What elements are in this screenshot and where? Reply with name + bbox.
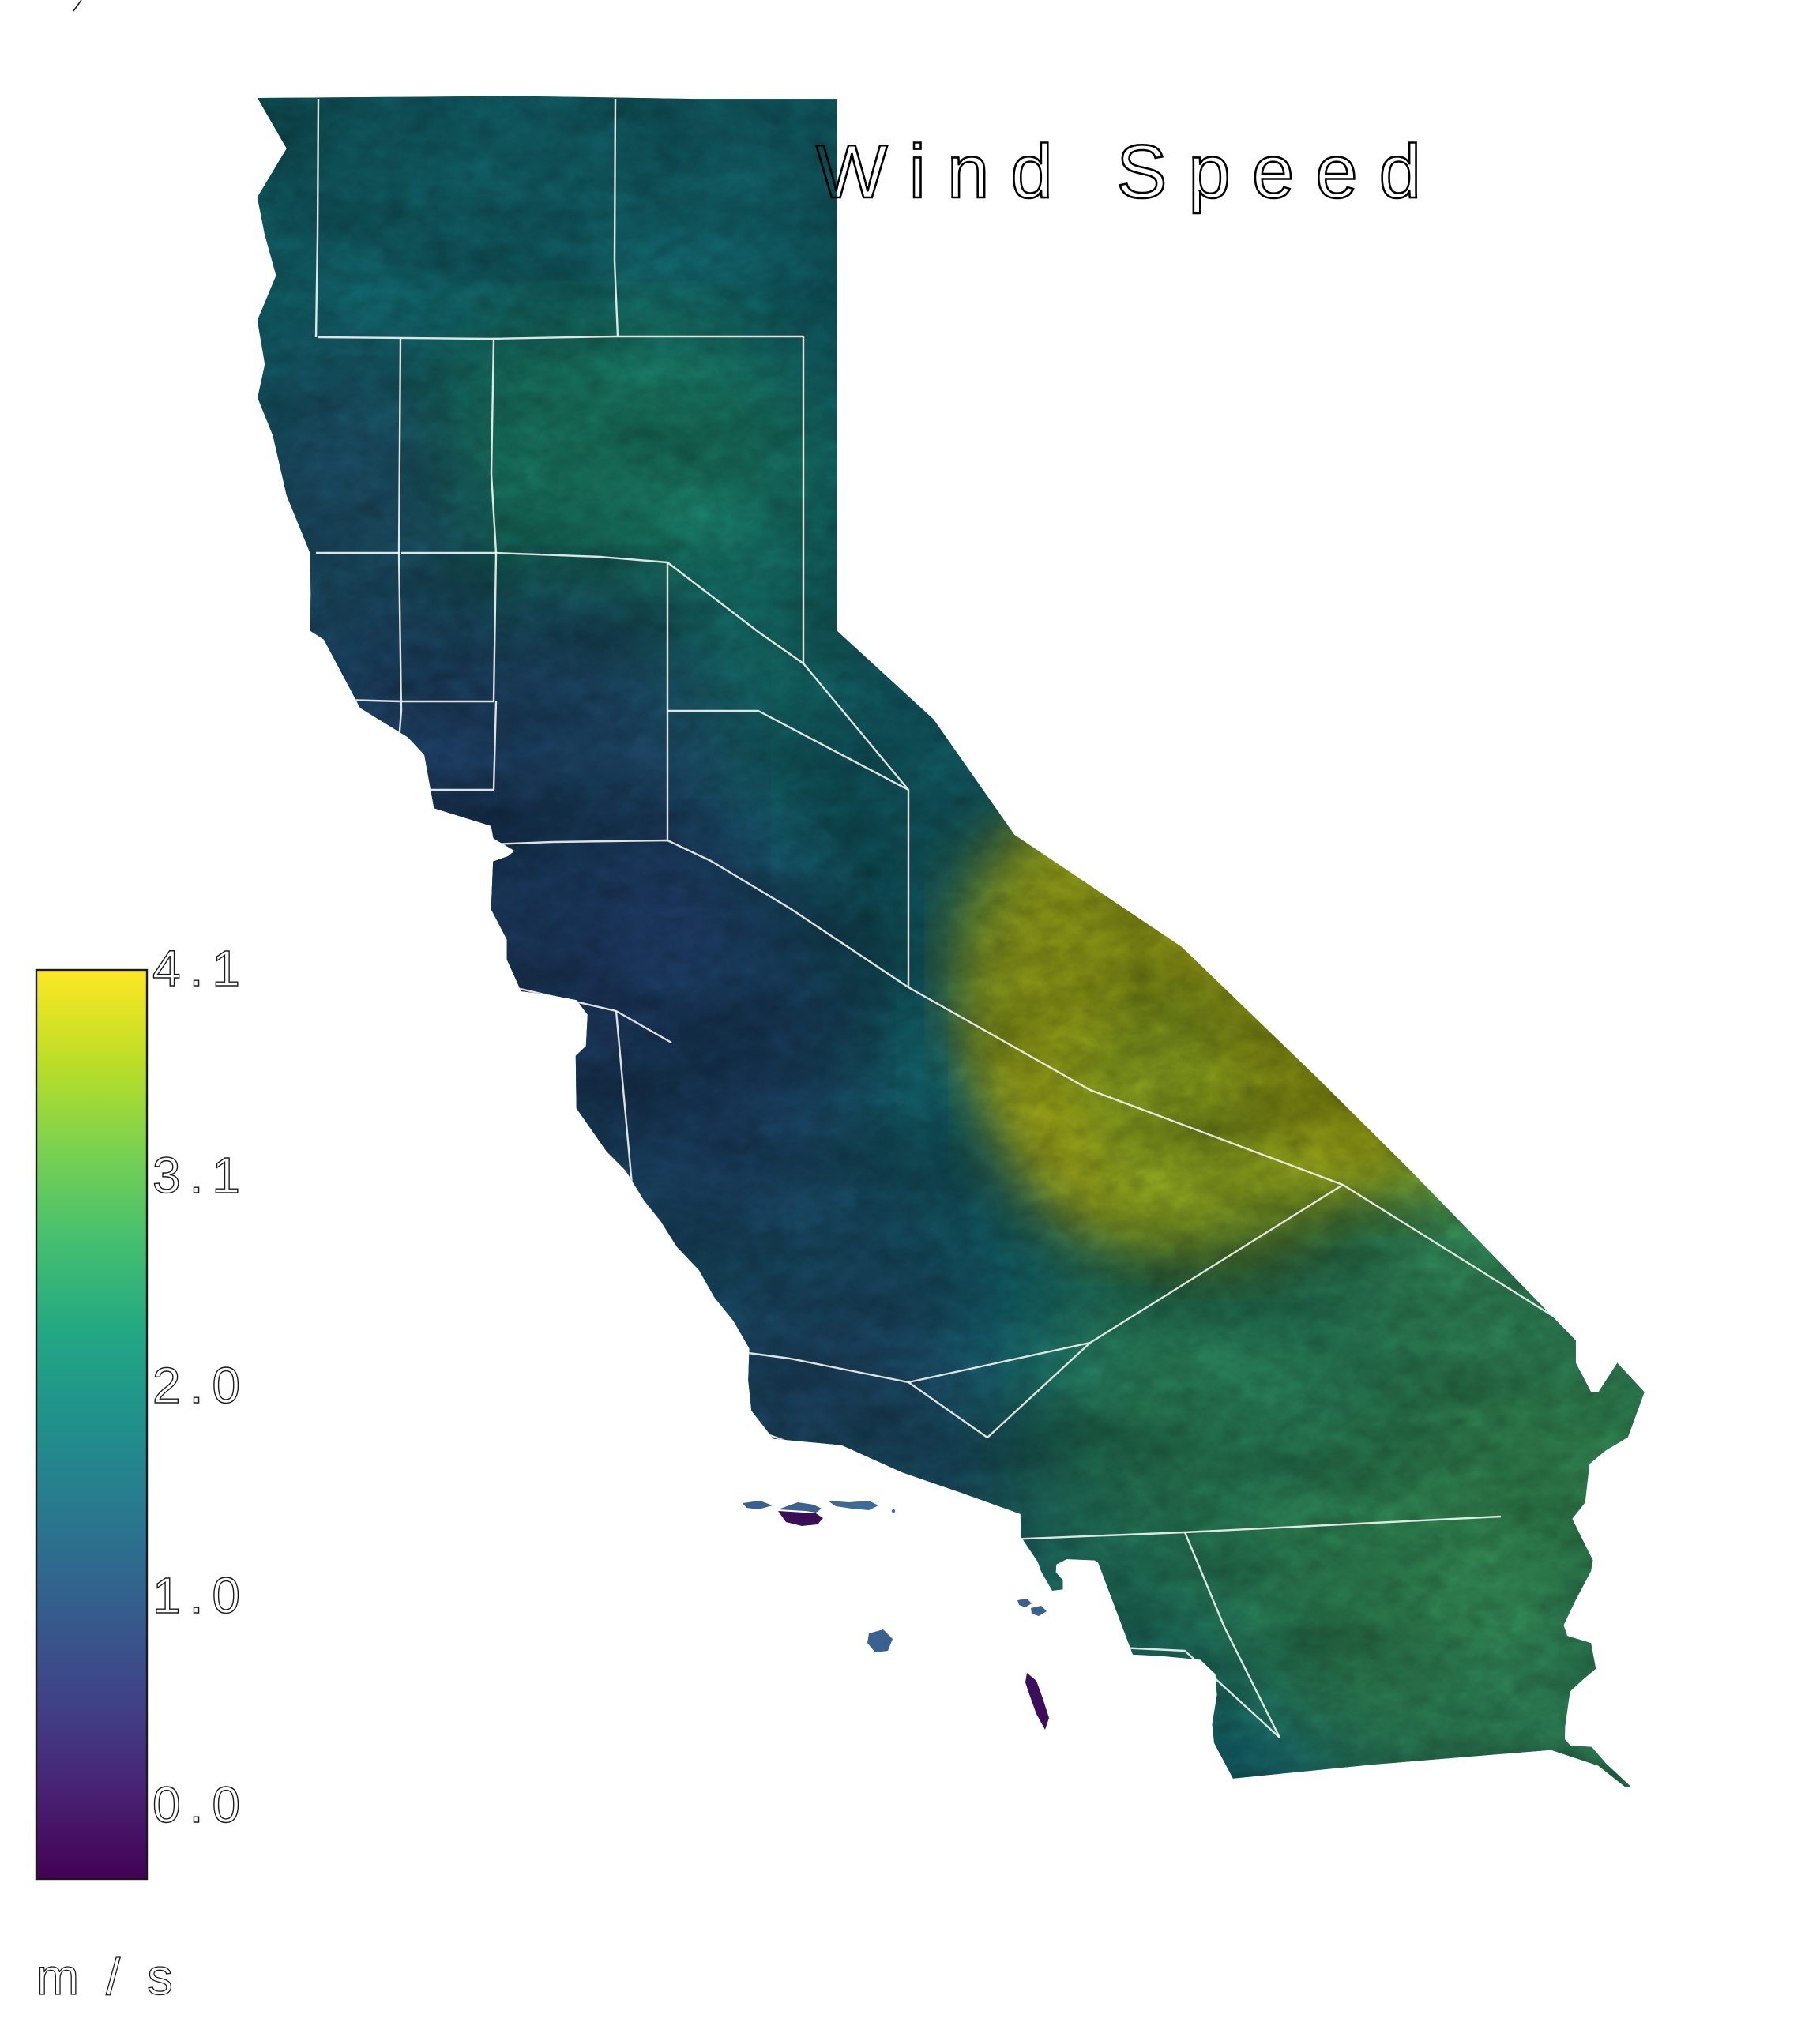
svg-text:Wind Speed: Wind Speed [816, 130, 1442, 214]
svg-text:2.0: 2.0 [152, 1357, 249, 1414]
svg-text:0.0: 0.0 [152, 1776, 249, 1833]
svg-text:4.1: 4.1 [152, 940, 249, 997]
svg-text:m/s: m/s [36, 1948, 200, 2005]
svg-text:3.1: 3.1 [152, 1147, 249, 1204]
svg-text:1.0: 1.0 [152, 1567, 249, 1624]
